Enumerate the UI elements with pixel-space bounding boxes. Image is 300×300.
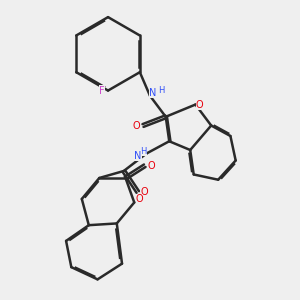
Text: O: O	[136, 194, 143, 204]
Text: O: O	[140, 187, 148, 197]
Text: H: H	[140, 147, 147, 156]
Text: F: F	[99, 85, 105, 96]
Text: N: N	[134, 151, 141, 161]
Text: H: H	[158, 86, 164, 95]
Text: O: O	[133, 121, 140, 130]
Text: O: O	[147, 161, 155, 171]
Text: O: O	[196, 100, 203, 110]
Text: N: N	[149, 88, 157, 98]
